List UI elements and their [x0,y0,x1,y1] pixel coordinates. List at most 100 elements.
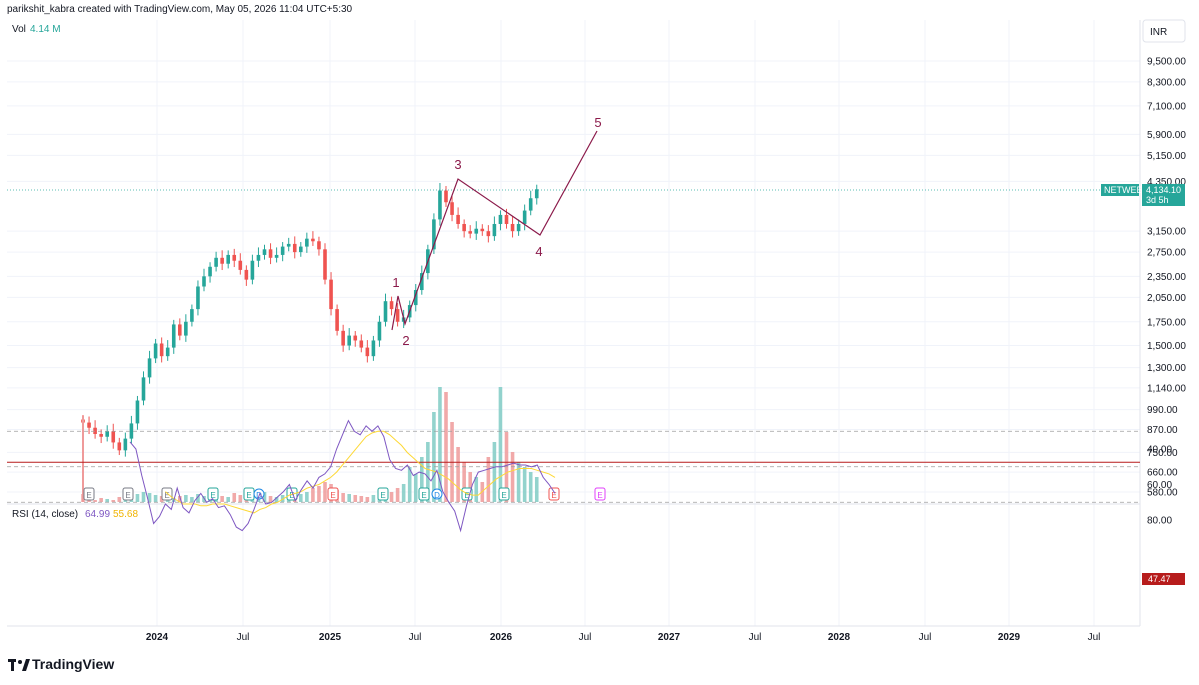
candle-body [165,347,170,357]
time-tick-label: 2025 [319,632,342,643]
volume-bar [105,499,109,502]
tradingview-logo[interactable]: TradingView [8,656,114,672]
volume-bar [395,488,400,502]
price-tick-label: 1,750.00 [1147,317,1186,328]
price-tick-label: 5,150.00 [1147,151,1186,162]
volume-bar [462,462,466,502]
candle-body [432,219,436,250]
price-tick-label: 7,100.00 [1147,101,1186,112]
earnings-marker[interactable]: E [377,487,389,501]
volume-bar [456,447,460,502]
wave-label[interactable]: 3 [454,157,461,172]
volume-bar [389,492,394,502]
price-tick-label: 1,500.00 [1147,341,1186,352]
earnings-marker[interactable]: E [207,487,219,501]
volume-bar [82,416,84,502]
wave-label[interactable]: 4 [535,244,542,259]
elliott-wave[interactable]: 1 2 3 4 5 [391,115,602,348]
volume-bar [353,495,358,502]
rsi-tick-label: 80.00 [1147,516,1172,527]
candle-body [438,190,442,220]
candle-body [522,210,527,224]
svg-text:E: E [421,491,426,500]
candle-body [105,431,109,437]
candle-body [383,301,388,322]
volume-bar [147,493,152,502]
volume-bar [135,494,140,502]
candle-body [389,301,394,310]
bar-countdown: 3d 5h [1146,195,1169,205]
candle-body [250,260,255,280]
earnings-marker[interactable]: E [161,487,173,501]
price-tick-label: 580.00 [1147,488,1178,499]
candle-body [534,189,539,199]
candle-body [135,400,140,424]
volume-bar [359,496,364,502]
rsi-hline-value: 47.47 [1148,574,1171,584]
rsi-axis[interactable]: 80.00 60.00 40.00 [1147,445,1172,527]
candle-body [208,266,212,277]
time-tick-label: Jul [237,632,250,643]
earnings-marker[interactable]: E [418,487,430,501]
rsi-tick-label: 60.00 [1147,480,1172,491]
price-tick-label: 2,350.00 [1147,272,1186,283]
earnings-marker[interactable]: E [122,487,134,501]
time-axis[interactable]: 2024 Jul 2025 Jul 2026 Jul 2027 Jul 2028 Jul 2029 J… [146,632,1101,643]
svg-text:E: E [501,491,506,500]
candle-body [268,249,273,258]
earnings-marker[interactable]: E [498,487,510,501]
candle-body [159,343,164,357]
candle-body [292,243,297,253]
candle-body [153,343,158,359]
earnings-marker[interactable]: E [548,487,560,501]
volume-bar [420,457,424,502]
candle-body [238,260,243,270]
volume-bar [117,497,122,502]
candle-body [365,347,370,357]
rsi-title: RSI (14, close) [12,509,78,520]
candle-body [377,321,382,341]
candle-body [226,254,230,264]
svg-text:E: E [164,491,169,500]
candle-body [474,228,479,234]
candle-body [214,257,218,267]
candle-body [468,231,472,234]
time-tick-label: Jul [1088,632,1101,643]
rsi-value: 64.99 [85,509,110,520]
candle-body [480,228,485,232]
volume-bar [498,387,503,502]
earnings-marker[interactable]: E [83,487,95,501]
earnings-marker[interactable]: E [243,487,255,501]
candle-body [220,257,224,264]
candle-body [262,249,267,255]
earnings-marker[interactable]: D [431,488,443,500]
grid [7,20,1140,626]
volume-bar [401,484,406,502]
wave-label[interactable]: 5 [594,115,601,130]
candle-body [413,290,418,306]
volume-bar [93,500,97,502]
volume-bar [178,496,182,502]
currency-box[interactable] [1142,19,1186,43]
volume-bar [528,472,533,502]
candle-body [335,309,339,331]
svg-text:E: E [597,491,602,500]
earnings-marker[interactable]: E [594,487,606,501]
candle-body [232,254,237,261]
price-axis[interactable]: 9,500.00 8,300.00 7,100.00 5,900.00 5,150.00… [1147,57,1186,499]
candle-body [280,246,285,255]
price-tick-label: 8,300.00 [1147,77,1186,88]
candle-body [516,223,521,232]
volume-bar [413,474,418,502]
wave-label[interactable]: 1 [392,275,399,290]
wave-label[interactable]: 2 [402,333,409,348]
volume-bar [232,493,237,502]
candle-body [93,427,97,434]
tradingview-logo-text: TradingView [32,656,115,672]
volume-bar [238,495,243,502]
volume-bar [153,495,158,502]
candle-body [99,433,103,437]
earnings-marker[interactable]: E [327,487,339,501]
